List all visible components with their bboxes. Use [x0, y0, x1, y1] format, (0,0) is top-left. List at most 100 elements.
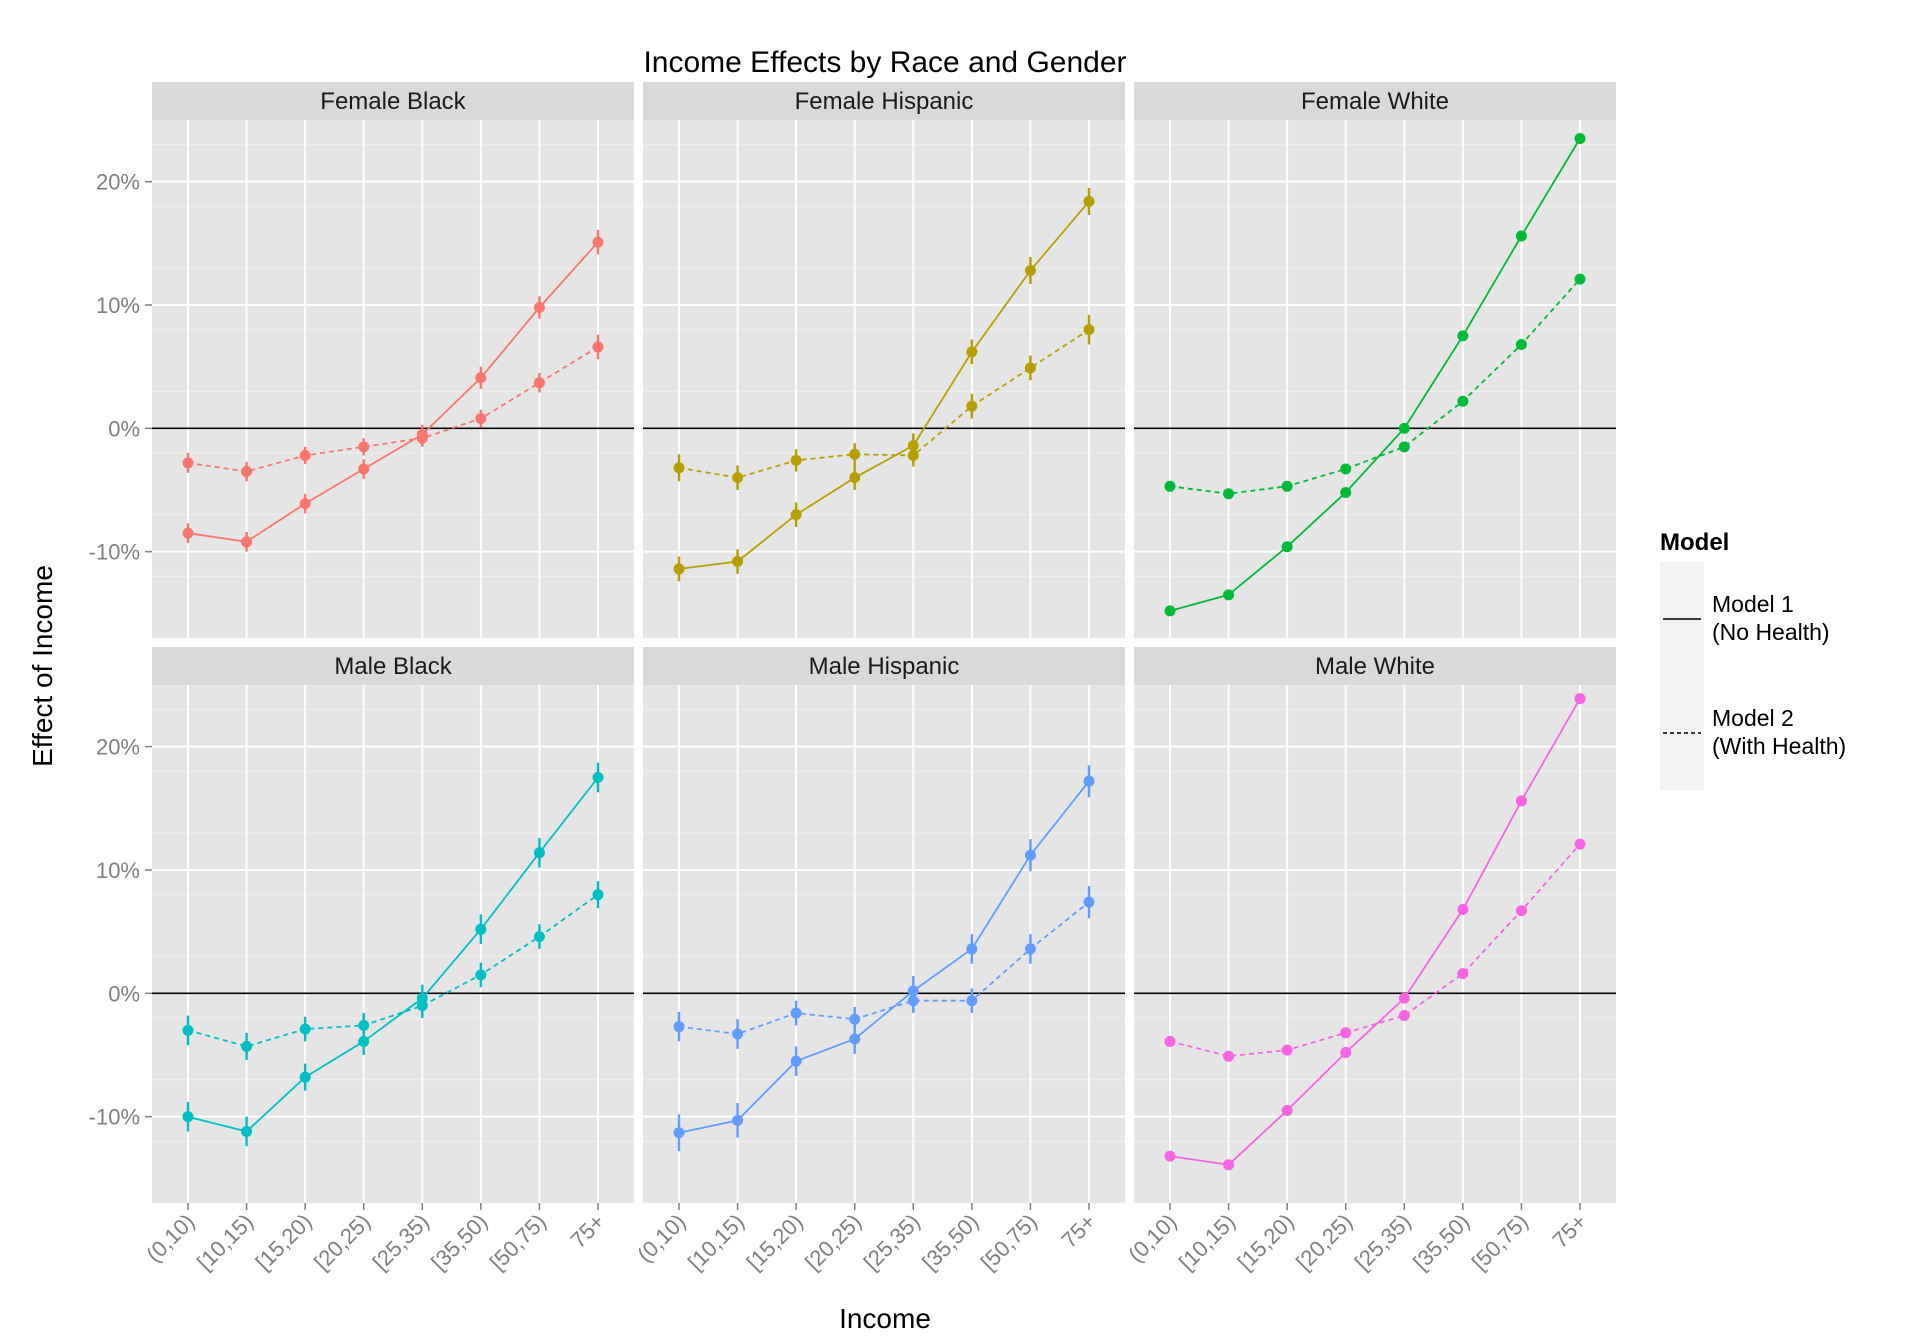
model2-point: [790, 454, 802, 466]
model2-point: [1024, 362, 1036, 374]
model1-point: [241, 536, 253, 548]
facet-strip-label: Male White: [1315, 653, 1435, 680]
model1-line: [678, 780, 1090, 1134]
model2-point: [358, 1019, 370, 1031]
x-tick-label: [35,50): [1408, 1209, 1474, 1275]
facet-panel: Female Black -10% 0% 10% 20%: [89, 82, 634, 639]
x-tick-label: (0,10): [632, 1209, 690, 1267]
y-tick-label: 20%: [96, 735, 140, 760]
y-tick-label: 0%: [108, 981, 140, 1006]
facet-panel: Male Hispanic (0,10)[10,15)[15,20)[20,25)…: [632, 647, 1125, 1275]
model1-point: [1340, 1047, 1352, 1059]
model2-point: [475, 412, 487, 424]
model2-point: [732, 1028, 744, 1040]
chart-title: Income Effects by Race and Gender: [643, 46, 1126, 79]
model2-point: [849, 448, 861, 460]
facet-panel: Female White: [1134, 82, 1616, 639]
model1-point: [1083, 775, 1095, 787]
model2-point: [1281, 480, 1293, 492]
facet-strip: [643, 82, 1125, 120]
model1-point: [790, 1055, 802, 1067]
model1-line: [187, 776, 599, 1133]
model1-point: [416, 992, 428, 1004]
facet-strip-label: Male Hispanic: [809, 653, 960, 680]
facet-panels: Female Black -10% 0% 10% 20% Female Hispanic F…: [89, 82, 1616, 1275]
model2-point: [1515, 905, 1527, 917]
x-tick-label: 75+: [565, 1209, 609, 1253]
x-tick-label: [50,75): [1467, 1209, 1533, 1275]
x-tick-label: [20,25): [800, 1209, 866, 1275]
model1-point: [592, 236, 604, 248]
model2-point: [592, 341, 604, 353]
model2-point: [1223, 1050, 1235, 1062]
model2-line: [187, 893, 599, 1048]
model2-point: [790, 1007, 802, 1019]
model1-point: [1574, 693, 1586, 705]
model1-point: [1083, 195, 1095, 207]
model2-line: [187, 346, 599, 473]
y-tick-label: 20%: [96, 170, 140, 195]
facet-panel: Female Hispanic: [643, 82, 1125, 639]
legend-label-sub: (With Health): [1712, 733, 1846, 759]
model1-point: [849, 1033, 861, 1045]
model1-line: [1169, 698, 1581, 1166]
model2-point: [673, 462, 685, 474]
y-tick-label: -10%: [89, 1105, 140, 1130]
x-tick-label: [25,35): [368, 1209, 434, 1275]
model2-line: [678, 328, 1090, 479]
model2-point: [1457, 968, 1469, 980]
model2-point: [732, 472, 744, 484]
facet-strip: [1134, 82, 1616, 120]
model1-line: [187, 241, 599, 543]
model2-point: [1574, 273, 1586, 285]
model2-point: [1398, 1010, 1410, 1022]
model2-point: [1083, 324, 1095, 336]
model1-point: [1223, 589, 1235, 601]
model1-point: [1024, 849, 1036, 861]
model1-point: [299, 498, 311, 510]
model2-point: [966, 995, 978, 1007]
x-tick-label: (0,10): [1123, 1209, 1181, 1267]
model1-point: [358, 1035, 370, 1047]
model2-point: [182, 457, 194, 469]
model1-point: [592, 772, 604, 783]
legend-key-background: [1660, 676, 1704, 790]
model2-line: [1169, 278, 1581, 495]
model2-point: [299, 1023, 311, 1035]
model2-point: [358, 441, 370, 453]
x-tick-label: [15,20): [1233, 1209, 1299, 1275]
facet-strip-label: Female White: [1301, 88, 1449, 115]
model1-point: [1515, 795, 1527, 807]
x-tick-label: 75+: [1547, 1209, 1591, 1253]
model1-point: [907, 440, 919, 452]
model1-point: [907, 985, 919, 997]
model2-point: [241, 466, 253, 477]
model1-point: [1457, 903, 1469, 915]
model1-point: [1024, 264, 1036, 276]
model2-point: [1024, 943, 1036, 955]
model1-point: [673, 563, 685, 575]
facet-strip: [152, 647, 634, 685]
facet-strip: [152, 82, 634, 120]
model2-point: [533, 377, 545, 389]
panel-background: [643, 120, 1125, 638]
model2-point: [1164, 480, 1176, 492]
model2-point: [1457, 395, 1469, 407]
model1-point: [475, 923, 487, 935]
y-tick-label: -10%: [89, 540, 140, 565]
facet-strip-label: Female Hispanic: [795, 88, 974, 115]
model1-point: [1515, 230, 1527, 242]
model2-point: [1223, 488, 1235, 500]
model2-point: [1398, 441, 1410, 453]
x-tick-label: [15,20): [742, 1209, 808, 1275]
facet-strip: [643, 647, 1125, 685]
x-axis-title: Income: [839, 1303, 931, 1334]
model2-point: [241, 1040, 253, 1052]
x-tick-label: [15,20): [251, 1209, 317, 1275]
model1-point: [1398, 422, 1410, 434]
x-tick-label: [35,50): [426, 1209, 492, 1275]
x-tick-label: [35,50): [917, 1209, 983, 1275]
model1-line: [678, 200, 1090, 570]
model2-point: [475, 969, 487, 981]
x-tick-label: [20,25): [1291, 1209, 1357, 1275]
